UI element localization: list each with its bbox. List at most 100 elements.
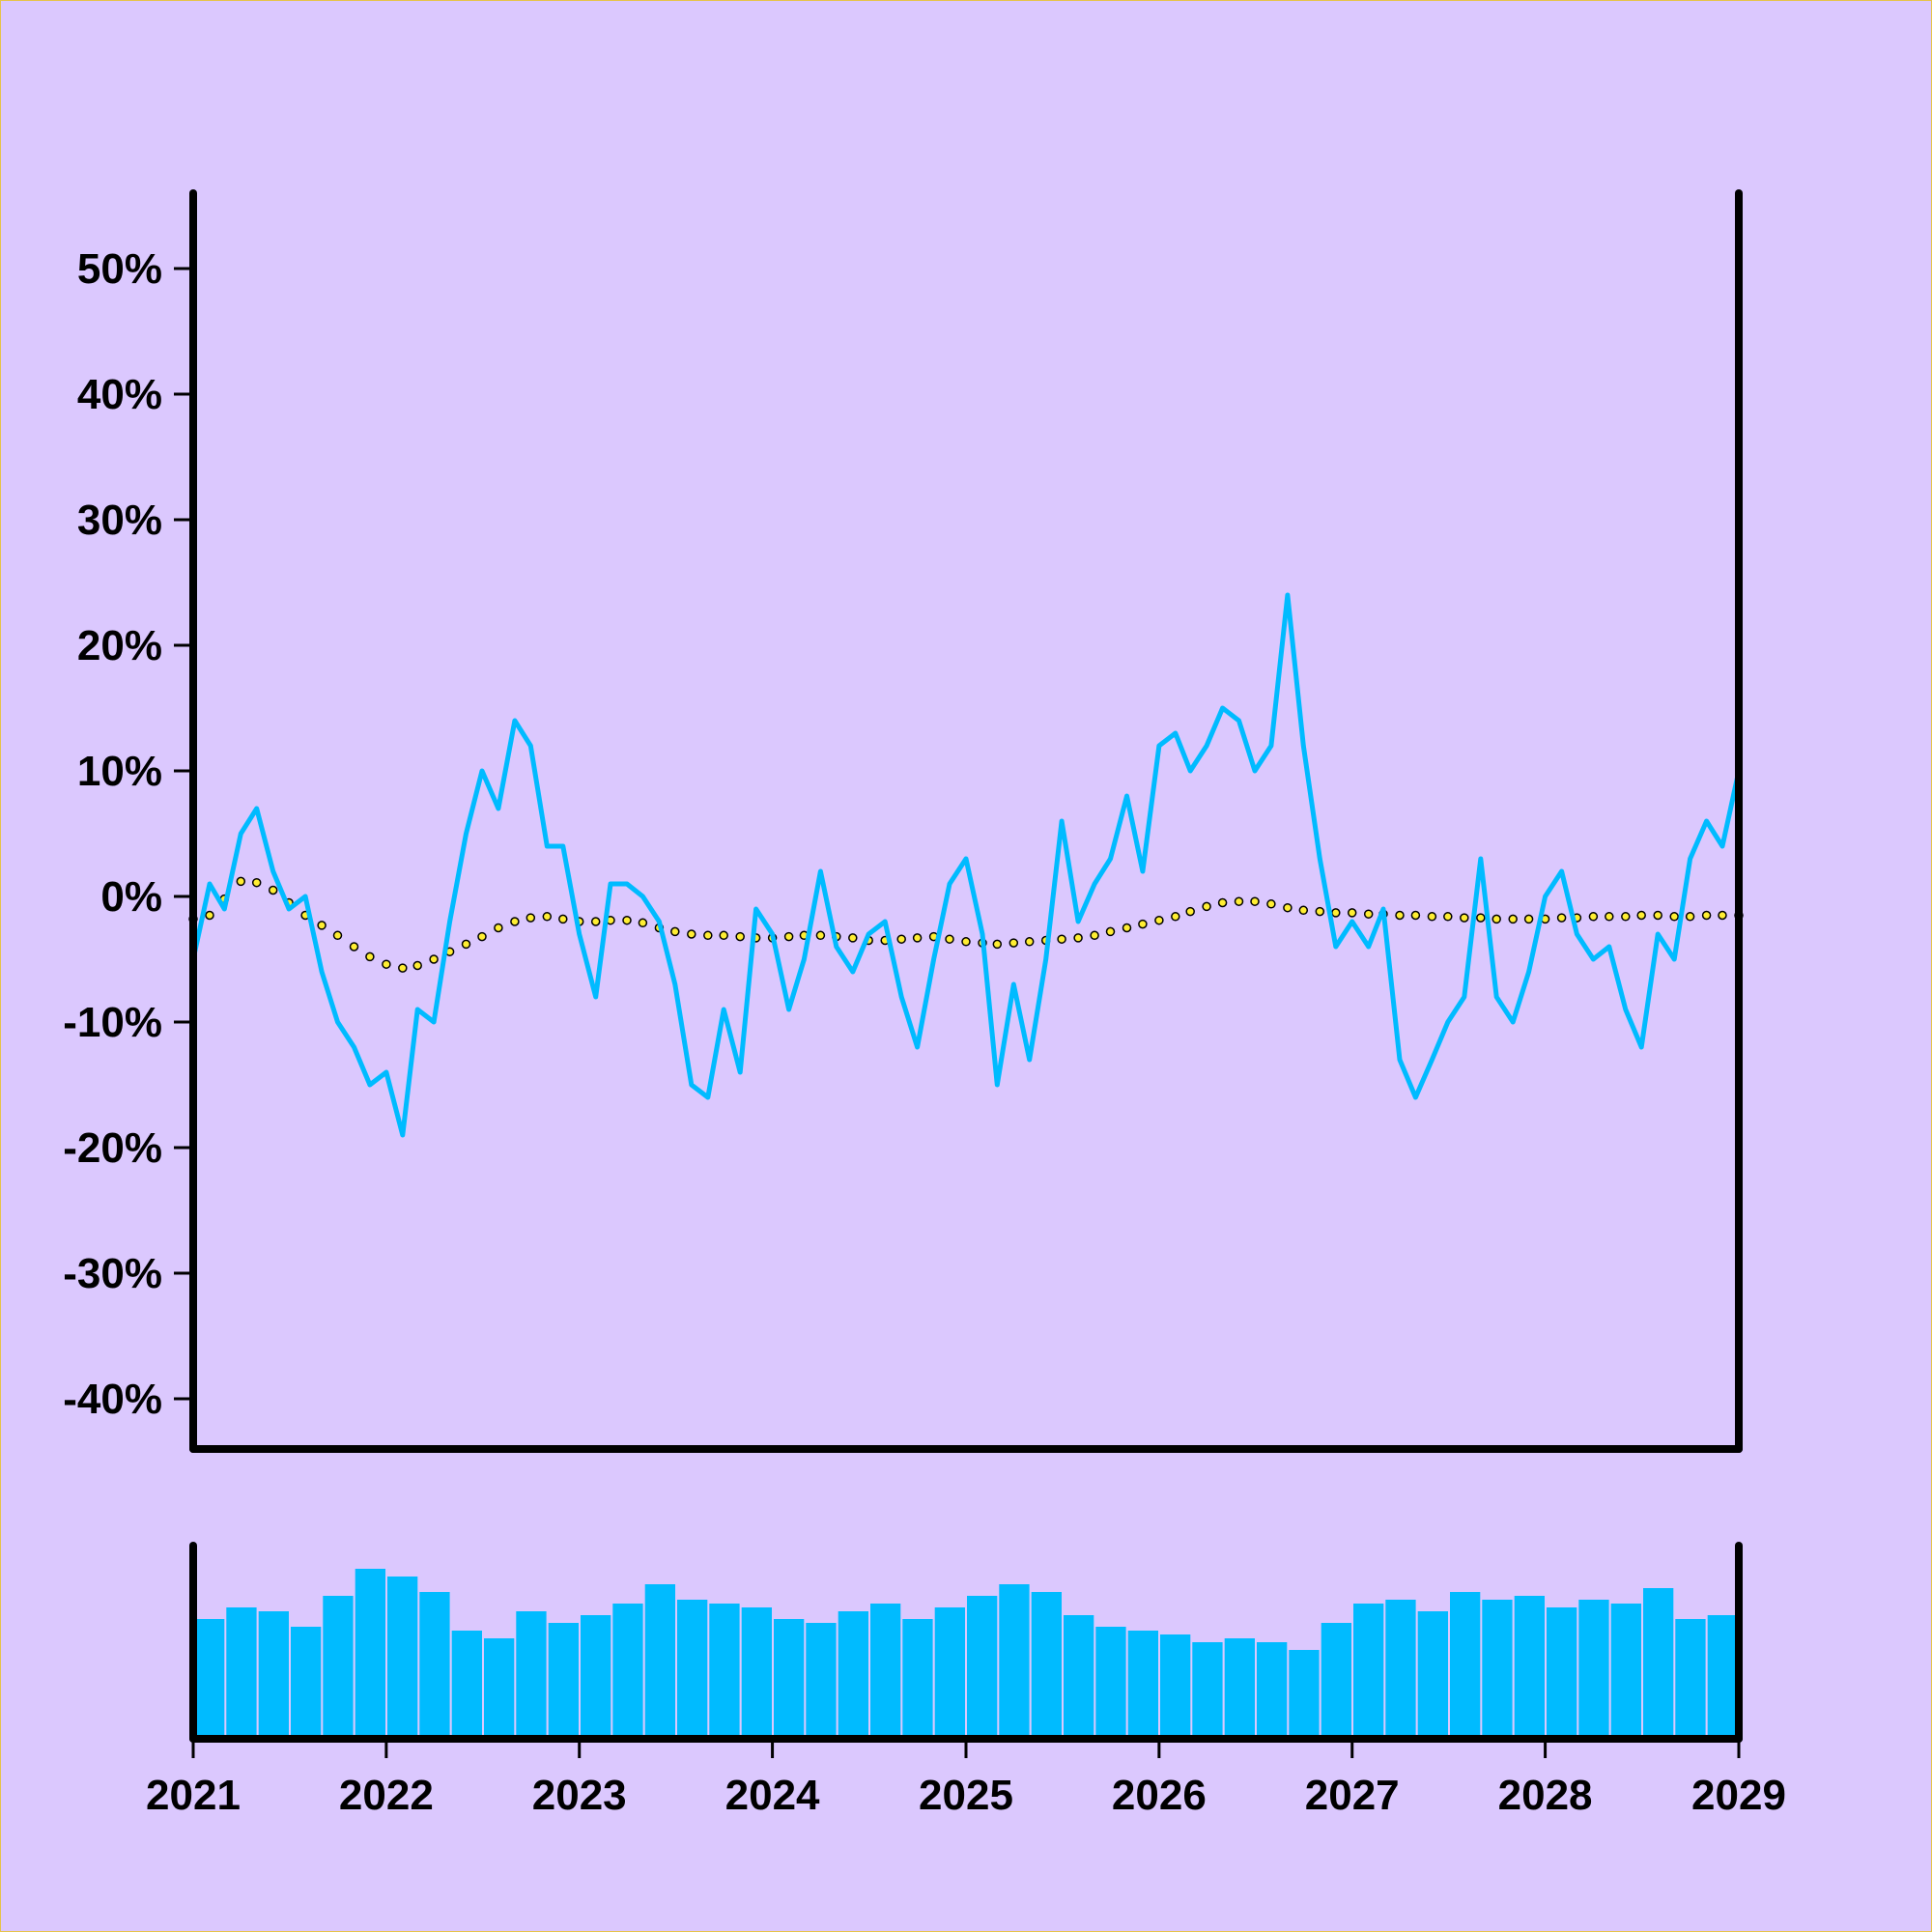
moving-average-point <box>1508 914 1518 924</box>
volume-bar <box>258 1611 289 1739</box>
moving-average-point <box>542 912 553 922</box>
x-tick-label: 2023 <box>532 1772 627 1819</box>
moving-average-point <box>590 917 601 926</box>
moving-average-point <box>912 933 923 943</box>
volume-bars <box>194 1569 1738 1739</box>
volume-bar <box>1482 1600 1513 1739</box>
volume-bar <box>612 1604 643 1739</box>
moving-average-point <box>1410 910 1421 921</box>
moving-average-point <box>1718 910 1727 921</box>
volume-bar <box>1224 1638 1255 1739</box>
x-tick-label: 2025 <box>919 1772 1013 1819</box>
volume-bar <box>1578 1600 1609 1739</box>
moving-average-point <box>1669 912 1679 922</box>
moving-average-point <box>510 917 520 926</box>
moving-average-point <box>670 926 680 937</box>
volume-bar <box>838 1611 868 1739</box>
moving-average-point <box>815 930 826 941</box>
moving-average-point <box>1217 897 1228 908</box>
volume-bar <box>1160 1634 1191 1739</box>
y-tick-label: 40% <box>77 371 162 418</box>
moving-average-point <box>1427 912 1437 922</box>
x-axis-ticks: 2021 2022 2023 2024 2025 2026 2027 2028 2029 <box>146 1739 1786 1819</box>
price-plot: 50% 40% 30% 20% 10% 0% -10% -20% -30% -40% <box>63 189 1744 1453</box>
moving-average-point <box>251 877 262 888</box>
y-tick-label: 20% <box>77 622 162 669</box>
x-tick-label: 2024 <box>725 1772 820 1819</box>
moving-average-point <box>398 963 408 973</box>
moving-average-point <box>1685 912 1695 922</box>
volume-bar <box>355 1569 385 1739</box>
moving-average-point <box>735 931 745 942</box>
moving-average-point <box>1105 926 1116 937</box>
moving-average-point <box>1202 901 1211 912</box>
moving-average-point <box>1460 913 1469 923</box>
moving-average-point <box>317 921 327 930</box>
moving-average-point <box>622 915 632 925</box>
moving-average-point <box>1283 902 1293 913</box>
moving-average-point <box>1588 912 1599 922</box>
volume-bar <box>870 1604 901 1739</box>
volume-bar <box>1031 1592 1062 1739</box>
y-tick-label: 10% <box>77 748 162 795</box>
x-tick-label: 2027 <box>1305 1772 1400 1819</box>
price-axes <box>189 189 1743 1453</box>
moving-average-point <box>1331 908 1341 918</box>
moving-average-point <box>268 885 278 895</box>
moving-average-point <box>1523 914 1534 924</box>
moving-average-point <box>1250 896 1260 906</box>
moving-average-point <box>1605 912 1614 922</box>
volume-bar <box>581 1615 611 1739</box>
moving-average-point <box>945 934 954 944</box>
moving-average-point <box>1701 910 1712 921</box>
volume-bar <box>1321 1623 1351 1739</box>
moving-average-point <box>1315 906 1325 917</box>
volume-bar <box>1353 1604 1384 1739</box>
moving-average-point <box>961 937 971 947</box>
moving-average-point <box>896 934 906 944</box>
volume-bar <box>1675 1619 1706 1739</box>
moving-average-point <box>687 929 696 939</box>
moving-average-point <box>1347 908 1357 918</box>
moving-average-point <box>332 930 343 941</box>
volume-bar <box>419 1592 450 1739</box>
moving-average-point <box>1298 905 1309 916</box>
moving-average-point <box>1185 906 1195 917</box>
volume-bar <box>1192 1642 1223 1739</box>
volume-bar <box>1610 1604 1641 1739</box>
volume-bar <box>1095 1627 1126 1739</box>
x-tick-label: 2022 <box>339 1772 434 1819</box>
volume-bar <box>1514 1596 1545 1739</box>
volume-bar <box>1417 1611 1448 1739</box>
volume-bar <box>677 1600 708 1739</box>
moving-average-point <box>638 918 648 928</box>
moving-average-point <box>1024 937 1035 947</box>
moving-average-series <box>188 876 1744 973</box>
volume-bar <box>226 1607 257 1739</box>
volume-bar <box>934 1607 965 1739</box>
moving-average-point <box>1443 912 1453 922</box>
x-tick-label: 2026 <box>1112 1772 1207 1819</box>
volume-bar <box>1385 1600 1416 1739</box>
x-tick-label: 2021 <box>146 1772 241 1819</box>
y-tick-label: 30% <box>77 497 162 544</box>
moving-average-point <box>1171 912 1180 922</box>
moving-average-point <box>1073 933 1083 943</box>
moving-average-point <box>1057 934 1066 944</box>
moving-average-point <box>1556 913 1567 923</box>
volume-bar <box>644 1584 675 1739</box>
moving-average-point <box>1653 910 1662 921</box>
moving-average-point <box>1138 919 1148 929</box>
moving-average-point <box>1009 938 1019 948</box>
volume-bar <box>709 1604 740 1739</box>
volume-bar <box>548 1623 579 1739</box>
moving-average-point <box>1090 930 1099 941</box>
y-tick-label: -30% <box>63 1250 162 1297</box>
moving-average-point <box>783 931 794 942</box>
x-tick-label: 2028 <box>1498 1772 1593 1819</box>
y-tick-label: -20% <box>63 1124 162 1172</box>
y-tick-label: -10% <box>63 999 162 1046</box>
moving-average-point <box>848 933 858 943</box>
volume-bar <box>774 1619 805 1739</box>
volume-bar <box>1257 1642 1288 1739</box>
